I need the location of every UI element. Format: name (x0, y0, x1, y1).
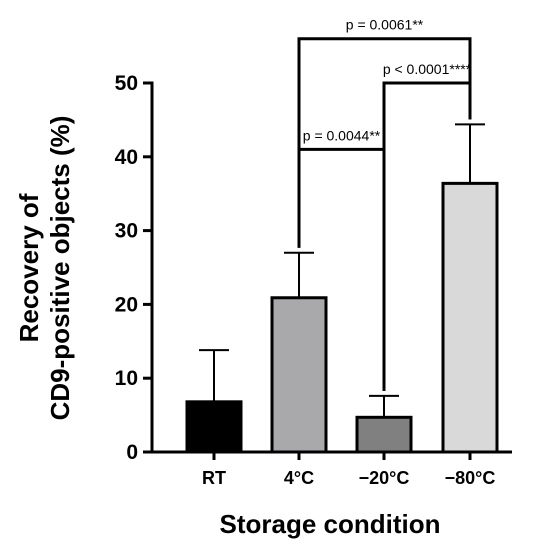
bar-4 (441, 181, 499, 454)
significance-label-1: p = 0.0061** (346, 17, 424, 33)
bar-2 (270, 296, 328, 454)
y-tick-label-20: 20 (115, 293, 138, 316)
y-tick-label-30: 30 (115, 220, 138, 243)
significance-bracket-3 (297, 147, 386, 391)
x-tick-label-2: 4°C (284, 468, 314, 488)
significance-label-3: p = 0.0044** (303, 127, 381, 143)
significance-bracket-1 (297, 37, 472, 248)
significance-label-2: p < 0.0001**** (383, 61, 472, 77)
y-axis-title-line-2: CD9-positive objects (%) (45, 116, 75, 421)
x-tick-label-3: −20°C (359, 468, 410, 488)
x-axis-title: Storage condition (220, 509, 441, 539)
y-tick-label-50: 50 (115, 72, 138, 95)
x-tick-label-4: −80°C (445, 468, 496, 488)
bar-3 (355, 415, 413, 454)
y-axis-title: Recovery of CD9-positive objects (%) (14, 116, 75, 421)
plot-area: 0 10 20 30 40 50 RT 4°C −20°C −80°C p = 0.0061** p … (115, 17, 512, 488)
y-tick-label-40: 40 (115, 146, 138, 169)
y-tick-label-10: 10 (115, 367, 138, 390)
y-tick-label-0: 0 (126, 441, 138, 464)
x-tick-label-1: RT (202, 468, 226, 488)
bar-1 (185, 400, 243, 454)
y-axis-title-line-1: Recovery of (14, 193, 44, 342)
